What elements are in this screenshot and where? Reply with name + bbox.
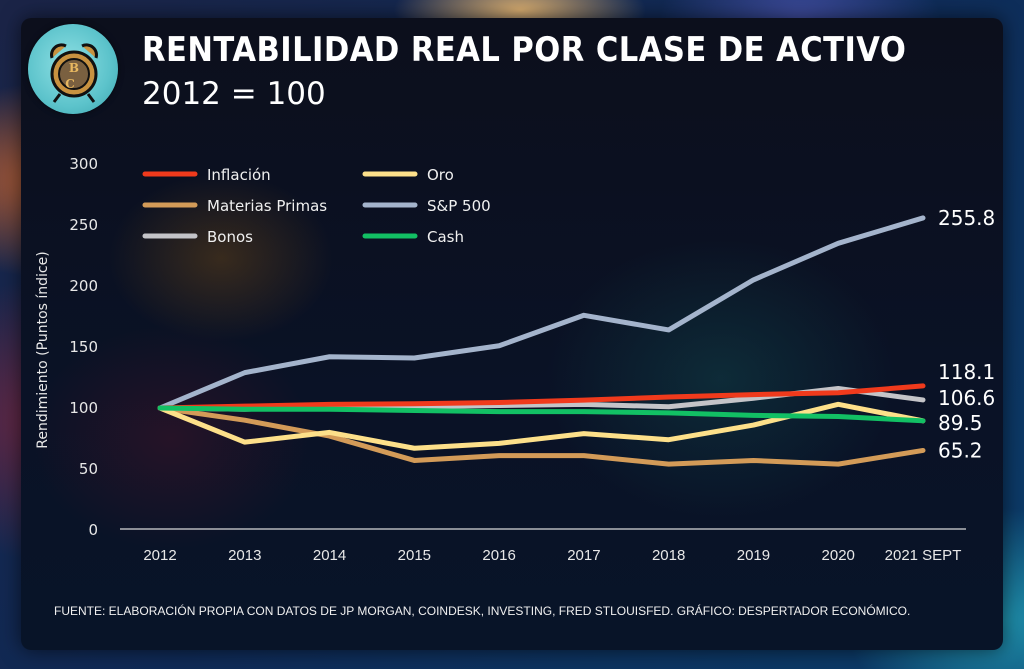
alarm-clock-logo: B C <box>28 24 118 114</box>
y-axis-label: Rendimiento (Puntos índice) <box>35 251 51 448</box>
legend-label: Bonos <box>207 228 253 246</box>
end-value-label: 106.6 <box>938 386 995 410</box>
x-tick-label: 2014 <box>313 547 346 564</box>
y-tick-label: 50 <box>79 460 98 478</box>
end-labels: 118.1 65.2 106.689.5 255.8 <box>938 206 995 463</box>
y-tick-label: 100 <box>69 399 98 417</box>
chart-card <box>21 18 1003 650</box>
legend-label: Inflación <box>207 166 271 184</box>
end-value-label: 65.2 <box>938 438 983 462</box>
source-note: FUENTE: ELABORACIÓN PROPIA CON DATOS DE … <box>54 604 911 618</box>
x-tick-label: 2013 <box>228 547 261 564</box>
legend-label: Cash <box>427 228 464 246</box>
y-tick-label: 250 <box>69 216 98 234</box>
y-tick-label: 200 <box>69 277 98 295</box>
legend-item: Materias Primas <box>142 197 327 215</box>
x-tick-label: 2018 <box>652 547 685 564</box>
x-tick-label: 2020 <box>822 547 855 564</box>
x-axis: 2012 2013 2014 2015 2016 2017 2018 2019 2020 2021… <box>143 547 961 564</box>
legend: Inflación Materias Primas Bonos Oro S&P 500 C… <box>142 166 491 246</box>
x-tick-label: 2015 <box>398 547 431 564</box>
x-tick-label: 2021 SEPT <box>885 547 962 564</box>
end-value-label: 118.1 <box>938 360 995 384</box>
series-line-s-p-500 <box>157 215 926 411</box>
y-tick-label: 300 <box>69 155 98 173</box>
legend-label: Materias Primas <box>207 197 327 215</box>
legend-item: Oro <box>362 166 454 184</box>
chart-subtitle: 2012 = 100 <box>142 76 326 112</box>
legend-item: Cash <box>362 228 464 246</box>
legend-label: S&P 500 <box>427 197 491 215</box>
chart-title: RENTABILIDAD REAL POR CLASE DE ACTIVO <box>142 30 907 70</box>
legend-item: Bonos <box>142 228 253 246</box>
svg-text:C: C <box>65 77 75 91</box>
series-line-materias-primas <box>157 405 926 467</box>
x-tick-label: 2017 <box>567 547 600 564</box>
series-line-inflaci-n <box>157 383 926 411</box>
x-tick-label: 2016 <box>482 547 515 564</box>
x-tick-label: 2012 <box>143 547 176 564</box>
x-tick-label: 2019 <box>737 547 770 564</box>
end-value-label: 89.5 <box>938 411 983 435</box>
alarm-clock-icon: B C <box>50 43 98 103</box>
svg-text:B: B <box>69 61 79 75</box>
series-lines <box>157 215 926 467</box>
series-line-cash <box>157 405 926 424</box>
legend-item: Inflación <box>142 166 271 184</box>
y-tick-label: 150 <box>69 338 98 356</box>
y-axis: 0 50 100 150 200 250 300 <box>69 155 98 539</box>
y-tick-label: 0 <box>88 521 98 539</box>
end-value-label: 255.8 <box>938 206 995 230</box>
legend-label: Oro <box>427 166 454 184</box>
legend-item: S&P 500 <box>362 197 491 215</box>
